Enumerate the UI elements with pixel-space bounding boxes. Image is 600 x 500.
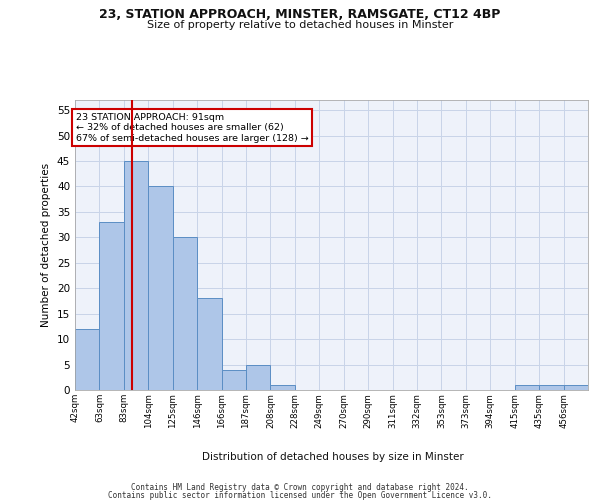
Bar (148, 186, 173, 390)
Bar (515, 385, 539, 390)
Bar (563, 385, 588, 390)
Bar (100, 222, 124, 390)
Text: Contains HM Land Registry data © Crown copyright and database right 2024.: Contains HM Land Registry data © Crown c… (131, 483, 469, 492)
Text: Distribution of detached houses by size in Minster: Distribution of detached houses by size … (202, 452, 464, 462)
Text: Contains public sector information licensed under the Open Government Licence v3: Contains public sector information licen… (108, 490, 492, 500)
Text: 23, STATION APPROACH, MINSTER, RAMSGATE, CT12 4BP: 23, STATION APPROACH, MINSTER, RAMSGATE,… (100, 8, 500, 20)
Bar (75, 329, 100, 390)
Bar (221, 370, 246, 390)
Bar (246, 364, 271, 390)
Text: Size of property relative to detached houses in Minster: Size of property relative to detached ho… (147, 20, 453, 30)
Bar (173, 238, 197, 390)
Bar (271, 385, 295, 390)
Y-axis label: Number of detached properties: Number of detached properties (41, 163, 52, 327)
Bar (124, 161, 148, 390)
Bar (539, 385, 563, 390)
Bar (197, 298, 221, 390)
Text: 23 STATION APPROACH: 91sqm
← 32% of detached houses are smaller (62)
67% of semi: 23 STATION APPROACH: 91sqm ← 32% of deta… (76, 112, 308, 142)
